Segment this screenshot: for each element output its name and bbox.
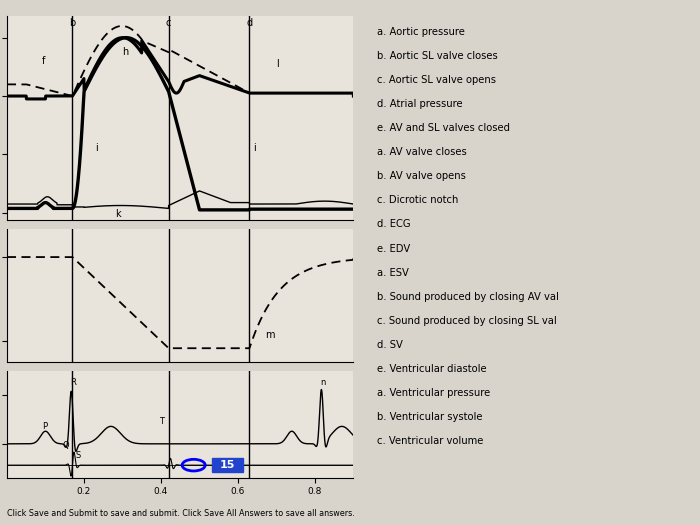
Text: P: P bbox=[43, 422, 48, 432]
Text: a. AV valve closes: a. AV valve closes bbox=[377, 148, 466, 158]
Text: f: f bbox=[41, 56, 45, 66]
Text: i: i bbox=[253, 143, 256, 153]
Text: n: n bbox=[320, 377, 326, 387]
Text: i: i bbox=[95, 143, 98, 153]
Text: c: c bbox=[166, 18, 172, 28]
Text: d. ECG: d. ECG bbox=[377, 219, 410, 229]
Text: k: k bbox=[115, 209, 120, 219]
Text: c. Dicrotic notch: c. Dicrotic notch bbox=[377, 195, 458, 205]
Text: d. Atrial pressure: d. Atrial pressure bbox=[377, 99, 462, 109]
Text: l: l bbox=[276, 59, 279, 69]
Text: a. Ventricular pressure: a. Ventricular pressure bbox=[377, 387, 490, 397]
Text: b: b bbox=[69, 18, 76, 28]
Text: b. Sound produced by closing AV val: b. Sound produced by closing AV val bbox=[377, 291, 559, 301]
Text: e. Ventricular diastole: e. Ventricular diastole bbox=[377, 364, 486, 374]
Text: c. Sound produced by closing SL val: c. Sound produced by closing SL val bbox=[377, 316, 556, 326]
Text: h: h bbox=[122, 47, 129, 57]
Text: Click Save and Submit to save and submit. Click Save All Answers to save all ans: Click Save and Submit to save and submit… bbox=[7, 509, 355, 518]
Text: c. Ventricular volume: c. Ventricular volume bbox=[377, 436, 483, 446]
Text: R: R bbox=[70, 377, 76, 387]
Text: a. ESV: a. ESV bbox=[377, 268, 409, 278]
Text: c. Aortic SL valve opens: c. Aortic SL valve opens bbox=[377, 76, 496, 86]
Text: d. SV: d. SV bbox=[377, 340, 402, 350]
FancyBboxPatch shape bbox=[212, 458, 242, 472]
Text: S: S bbox=[76, 452, 80, 460]
Text: e. EDV: e. EDV bbox=[377, 244, 410, 254]
Text: a. Aortic pressure: a. Aortic pressure bbox=[377, 27, 465, 37]
Text: b. Aortic SL valve closes: b. Aortic SL valve closes bbox=[377, 51, 498, 61]
Text: d: d bbox=[246, 18, 253, 28]
Text: Q: Q bbox=[62, 440, 69, 450]
Text: 15: 15 bbox=[220, 460, 235, 470]
Text: m: m bbox=[265, 330, 274, 340]
Text: e. AV and SL valves closed: e. AV and SL valves closed bbox=[377, 123, 510, 133]
Text: T: T bbox=[159, 417, 164, 426]
Text: b. Ventricular systole: b. Ventricular systole bbox=[377, 412, 482, 422]
Text: b. AV valve opens: b. AV valve opens bbox=[377, 172, 466, 182]
